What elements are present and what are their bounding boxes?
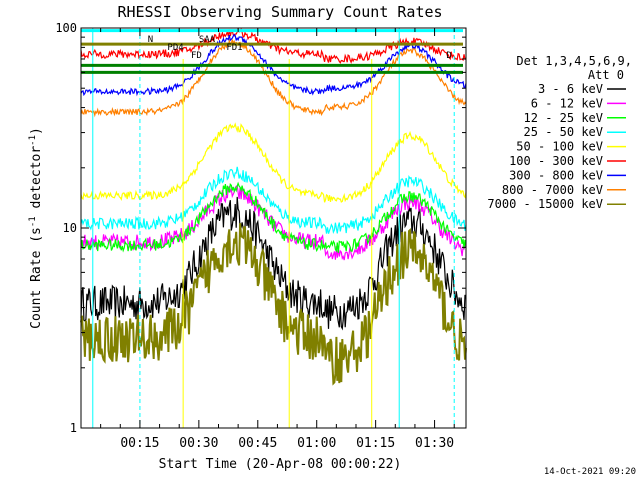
x-axis-label: Start Time (20-Apr-08 00:00:22) xyxy=(159,457,402,472)
series-line-8 xyxy=(80,223,467,386)
chart-title: RHESSI Observing Summary Count Rates xyxy=(117,3,442,21)
legend-header-line1: Det 1,3,4,5,6,9, xyxy=(516,54,632,68)
series-layer xyxy=(80,27,467,386)
y-axis-label-sup1: -1 xyxy=(28,216,38,227)
x-axis: 00:15 00:30 00:45 01:00 01:15 01:30 xyxy=(80,28,455,451)
series-line-1 xyxy=(80,185,467,261)
legend-header-line2: Att 0 xyxy=(588,68,624,82)
annotation-5: D xyxy=(446,51,451,61)
y-tick-label: 1 xyxy=(70,421,77,435)
y-axis-label-sup2: -1 xyxy=(28,135,38,146)
legend-label-8: 7000 - 15000 keV xyxy=(487,197,603,211)
legend-label-6: 300 - 800 keV xyxy=(509,168,603,182)
footer-timestamp: 14-Oct-2021 09:20 xyxy=(544,467,636,477)
series-line-3 xyxy=(80,166,467,234)
x-tick-label: 01:30 xyxy=(415,436,454,451)
y-tick-label: 10 xyxy=(63,221,77,235)
legend-label-4: 50 - 100 keV xyxy=(516,140,603,154)
annotation-2: FD xyxy=(191,51,202,61)
legend-label-7: 800 - 7000 keV xyxy=(502,183,603,197)
x-tick-label: 01:00 xyxy=(297,436,336,451)
annotation-0: N xyxy=(148,35,153,45)
legend-label-5: 100 - 300 keV xyxy=(509,154,603,168)
series-line-7 xyxy=(80,38,467,118)
y-tick-label: 100 xyxy=(55,21,77,35)
y-axis: 1 10 100 xyxy=(55,21,466,435)
x-tick-label: 00:30 xyxy=(179,436,218,451)
x-tick-label: 01:15 xyxy=(356,436,395,451)
legend-label-3: 25 - 50 keV xyxy=(524,125,603,139)
y-axis-label: Count Rate (s-1 detector-1) xyxy=(28,127,44,329)
annotation-3: SAA xyxy=(199,35,216,45)
x-tick-label: 00:15 xyxy=(120,436,159,451)
overlay-layer: N FD1 FD SAA PD4 D xyxy=(81,28,463,428)
annotation-1: FD1 xyxy=(226,43,242,53)
series-line-4 xyxy=(80,122,467,203)
x-tick-label: 00:45 xyxy=(238,436,277,451)
annotation-4: PD4 xyxy=(167,43,183,53)
legend-label-1: 6 - 12 keV xyxy=(531,96,603,110)
series-line-2 xyxy=(80,181,467,253)
legend-label-0: 3 - 6 keV xyxy=(538,82,603,96)
legend-label-2: 12 - 25 keV xyxy=(524,111,603,125)
